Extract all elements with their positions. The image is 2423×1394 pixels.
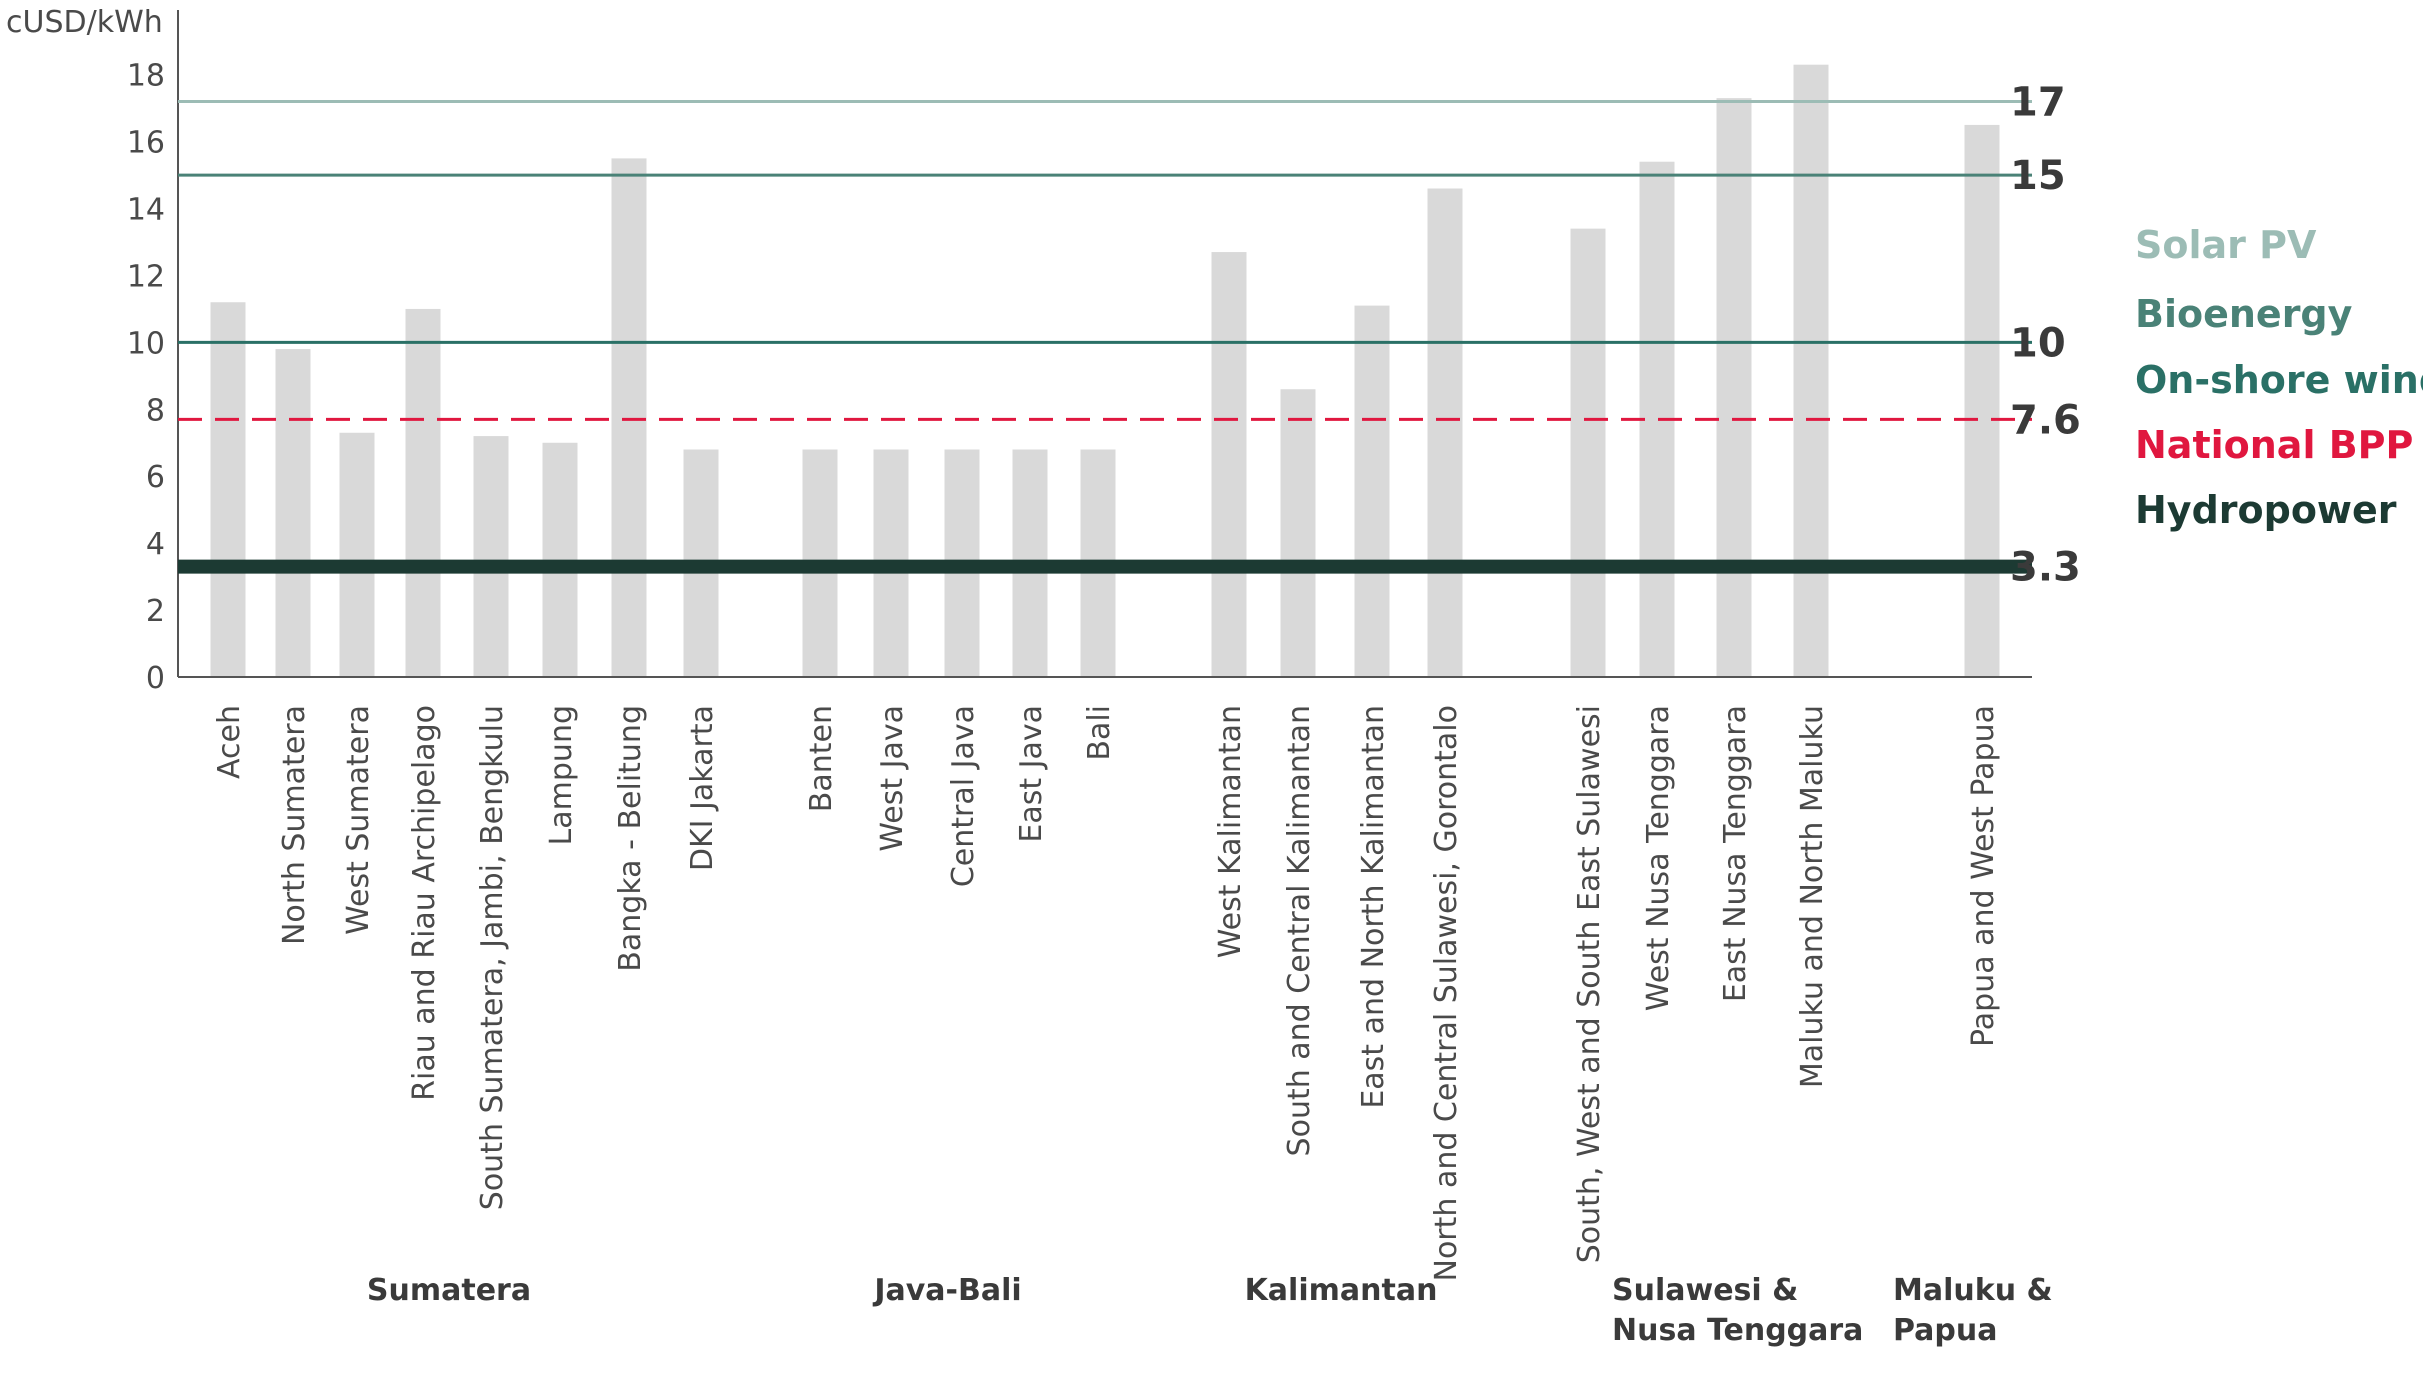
y-axis-unit: cUSD/kWh — [6, 5, 163, 40]
legend-item: Bioenergy — [2135, 292, 2353, 336]
region-label: Maluku & — [1893, 1273, 2053, 1308]
bar — [1280, 389, 1316, 677]
category-label: South and Central Kalimantan — [1282, 705, 1317, 1156]
bar — [405, 308, 441, 677]
category-label: West Java — [875, 705, 910, 852]
category-label: Banten — [804, 705, 839, 812]
region-label: Nusa Tenggara — [1612, 1313, 1863, 1348]
category-label: Papua and West Papua — [1966, 705, 2001, 1047]
category-label: Bali — [1082, 705, 1117, 761]
category-label: Central Java — [946, 705, 981, 887]
bar — [1793, 64, 1829, 677]
category-label: West Sumatera — [341, 705, 376, 935]
y-tick-label: 8 — [146, 393, 165, 428]
y-tick-label: 12 — [127, 259, 165, 294]
legend-item: Hydropower — [2135, 488, 2397, 532]
reference-line-value: 7.6 — [2010, 397, 2081, 443]
category-label: Maluku and North Maluku — [1795, 705, 1830, 1088]
category-label: Aceh — [212, 705, 247, 779]
region-label: Papua — [1893, 1313, 1998, 1348]
region-label: Sulawesi & — [1612, 1273, 1798, 1308]
category-label: South, West and South East Sulawesi — [1572, 705, 1607, 1263]
legend-item: Solar PV — [2135, 223, 2317, 267]
y-tick-label: 10 — [127, 326, 165, 361]
y-tick-label: 6 — [146, 460, 165, 495]
bar — [275, 349, 311, 677]
region-label: Kalimantan — [1245, 1273, 1438, 1308]
legend-item: National BPP — [2135, 423, 2413, 467]
category-label: West Nusa Tenggara — [1641, 705, 1676, 1011]
bar — [210, 302, 246, 677]
y-tick-label: 0 — [146, 661, 165, 696]
bar — [611, 158, 647, 678]
bar — [1570, 228, 1606, 677]
bar — [1427, 188, 1463, 678]
bar — [1211, 252, 1247, 677]
reference-line-value: 17 — [2010, 79, 2066, 125]
category-label: Riau and Riau Archipelago — [407, 705, 442, 1101]
category-label: North and Central Sulawesi, Gorontalo — [1429, 705, 1464, 1281]
category-label: Lampung — [544, 705, 579, 845]
y-tick-label: 18 — [127, 59, 165, 94]
reference-line-value: 10 — [2010, 320, 2066, 366]
category-label: DKI Jakarta — [685, 705, 720, 871]
region-label: Sumatera — [367, 1273, 531, 1308]
bar — [1354, 305, 1390, 677]
category-label: East Java — [1014, 705, 1049, 843]
bar — [1716, 98, 1752, 677]
category-label: East and North Kalimantan — [1356, 705, 1391, 1109]
legend-item: On-shore wind — [2135, 358, 2423, 402]
category-label: West Kalimantan — [1213, 705, 1248, 958]
category-label: East Nusa Tenggara — [1718, 705, 1753, 1002]
category-label: Bangka - Belitung — [613, 705, 648, 972]
reference-line-value: 15 — [2010, 153, 2066, 199]
bar — [1964, 124, 2000, 677]
y-tick-label: 16 — [127, 126, 165, 161]
category-label: North Sumatera — [277, 705, 312, 945]
bar — [473, 436, 509, 677]
y-tick-label: 2 — [146, 594, 165, 629]
reference-line-value: 3.3 — [2010, 545, 2081, 591]
y-tick-label: 14 — [127, 193, 165, 228]
category-label: South Sumatera, Jambi, Bengkulu — [475, 705, 510, 1210]
region-label: Java-Bali — [872, 1273, 1021, 1308]
y-tick-label: 4 — [146, 527, 165, 562]
bar — [339, 432, 375, 677]
